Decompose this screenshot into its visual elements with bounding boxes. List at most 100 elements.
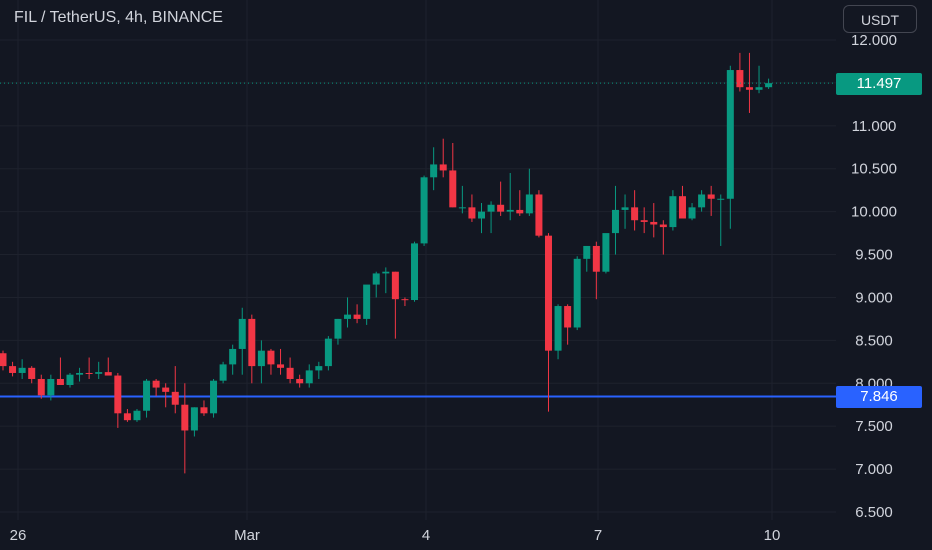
candle [76,367,84,382]
candle-body [152,380,160,388]
candle [391,271,399,339]
candle-body [200,407,208,414]
candle-body [583,245,591,259]
candle-body [669,196,677,228]
candle [468,194,476,222]
y-tick-label: 10.000 [851,204,897,221]
candle [296,374,304,388]
candle [745,52,753,113]
y-tick-label: 8.500 [855,332,893,349]
candle-body [525,194,533,214]
candle-body [745,87,753,90]
candle-body [678,196,686,219]
candle [669,190,677,231]
candle-body [95,372,103,374]
candle-body [143,380,151,411]
candle [133,409,141,422]
candle-body [449,170,457,208]
candle [372,271,380,298]
candle [564,304,572,345]
candle [66,372,74,388]
candle-body [162,387,170,392]
candle [516,190,524,216]
candle [631,190,639,231]
candle [162,383,170,408]
candle [755,65,763,94]
candle-body [85,372,93,374]
candle [726,65,734,229]
candle-body [420,177,428,244]
candle-body [592,245,600,272]
candle-body [554,306,562,351]
candle [439,138,447,178]
candle [123,409,131,422]
candle-body [315,366,323,371]
candle [592,241,600,300]
candle [334,318,342,345]
candle-body [755,87,763,90]
candle-body [257,350,265,367]
candle [152,378,160,397]
candle [9,361,17,377]
candle [181,383,189,474]
candle-body [516,209,524,214]
candle-body [181,404,189,431]
candle-body [564,306,572,328]
candle-body [726,70,734,199]
candle-body [391,271,399,300]
candle-body [66,374,74,385]
candle-body [133,410,141,421]
candle [544,233,552,412]
candle [698,190,706,212]
candle [449,142,457,208]
candle-body [688,207,696,219]
candle-body [573,258,581,328]
currency-button[interactable]: USDT [843,5,917,33]
candle-body [650,221,658,225]
x-tick-label: 7 [594,527,602,544]
y-tick-label: 11.000 [852,118,897,135]
candle-body [439,164,447,171]
y-tick-label: 10.500 [851,161,897,178]
candle-body [28,367,36,379]
candle [678,185,686,219]
candle [238,307,246,375]
candle [114,372,122,428]
y-tick-label: 9.000 [855,289,893,306]
symbol-title[interactable]: FIL / TetherUS, 4h, BINANCE [14,9,223,26]
candle-body [535,194,543,236]
candle [257,340,265,384]
y-tick-label: 6.500 [855,504,893,521]
price-axis[interactable]: 6.5007.0007.5008.0008.5009.0009.50010.00… [851,32,897,521]
candle-body [114,375,122,414]
x-tick-label: 26 [10,527,27,544]
candle [621,194,629,229]
candle-body [765,83,773,88]
candle-body [123,413,131,421]
candle-body [363,284,371,319]
candle-body [611,209,619,234]
candle-body [219,364,227,381]
candle [37,374,45,399]
candle [47,374,55,401]
candle-body [344,314,352,319]
candle [525,168,533,216]
time-axis[interactable]: 26 Mar 4 7 10 [10,527,781,544]
candle [602,233,610,274]
candle-body [267,350,275,365]
candle [478,203,485,234]
candle-body [468,207,476,219]
candle [583,245,591,272]
horizontal-line-price-label[interactable]: 7.846 [836,386,922,408]
candle [535,190,543,238]
candle [497,181,505,216]
candle [707,185,715,216]
candle [18,359,26,379]
candle-body [497,204,505,212]
candle-body [401,299,409,301]
candle [143,378,151,418]
candle-body [37,378,45,396]
candle [210,378,218,418]
candle [717,194,725,246]
